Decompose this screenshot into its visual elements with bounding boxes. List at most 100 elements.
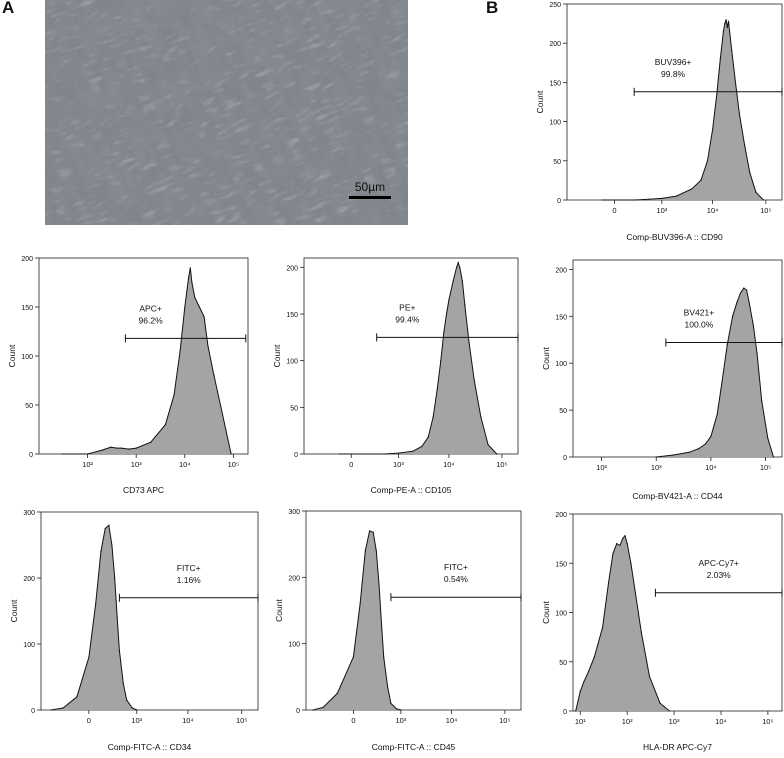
histogram-point xyxy=(727,20,730,22)
histogram-cd34: 0 100 200 300 0 10³ 10⁴ 10⁵ FITC+ 1.16% Count Comp-… xyxy=(9,510,259,752)
y-tick-label: 0 xyxy=(563,455,567,462)
histogram-point xyxy=(126,699,128,701)
histogram-point xyxy=(88,656,90,658)
histogram-point xyxy=(698,448,700,450)
histogram-point xyxy=(593,656,595,658)
x-axis-label: Comp-BUV396-A :: CD90 xyxy=(626,232,723,242)
histogram-point xyxy=(705,443,707,445)
histogram-point xyxy=(61,453,63,455)
histogram-fill xyxy=(656,288,774,457)
histogram-point xyxy=(721,381,723,383)
y-tick-label: 150 xyxy=(555,561,567,568)
y-tick-label: 200 xyxy=(555,267,567,274)
histogram-point xyxy=(712,128,714,130)
y-tick-label: 100 xyxy=(555,611,567,618)
histogram-point xyxy=(602,626,604,628)
histogram-point xyxy=(710,435,712,437)
x-tick-label: 10³ xyxy=(651,463,662,472)
y-tick-label: 200 xyxy=(549,41,561,48)
histogram-point xyxy=(724,23,726,25)
histogram-point xyxy=(487,444,489,446)
histogram-point xyxy=(372,531,374,533)
y-tick-label: 150 xyxy=(286,312,298,319)
histogram-point xyxy=(114,577,116,579)
histogram-point xyxy=(369,530,371,532)
y-tick-label: 200 xyxy=(23,576,35,583)
x-tick-label: 0 xyxy=(349,460,353,469)
histogram-point xyxy=(587,671,590,673)
histogram-point xyxy=(380,623,383,625)
histogram-cd73: 0 50 100 150 200 10² 10³ 10⁴ 10⁵ APC+ 96.2% Count CD… xyxy=(7,256,249,495)
x-axis-label: Comp-PE-A :: CD105 xyxy=(371,485,452,495)
histogram-point xyxy=(668,710,671,712)
histogram-point xyxy=(634,592,636,594)
histogram-point xyxy=(716,414,718,416)
histogram-point xyxy=(116,447,118,449)
histogram-point xyxy=(135,447,137,449)
x-tick-label: 10³ xyxy=(656,206,667,215)
histogram-point xyxy=(203,316,205,318)
y-tick-label: 200 xyxy=(286,265,298,272)
histogram-point xyxy=(189,267,191,269)
x-tick-label: 10⁵ xyxy=(496,460,507,469)
histogram-point xyxy=(452,280,454,282)
gate-percent: 0.54% xyxy=(444,574,469,584)
x-tick-label: 10⁵ xyxy=(760,463,771,472)
scale-bar xyxy=(349,196,391,199)
histogram-point xyxy=(688,451,690,453)
gate-percent: 96.2% xyxy=(139,315,164,325)
histogram-fill xyxy=(575,535,670,711)
histogram-point xyxy=(50,709,52,711)
y-tick-label: 200 xyxy=(288,575,300,582)
histogram-point xyxy=(164,424,166,426)
histogram-point xyxy=(207,345,209,347)
plot-frame xyxy=(305,510,522,711)
histogram-point xyxy=(230,453,232,455)
histogram-point xyxy=(397,452,399,454)
histogram-point xyxy=(364,550,366,552)
histogram-point xyxy=(619,544,621,547)
histogram-point xyxy=(744,144,746,146)
histogram-point xyxy=(738,113,740,115)
histogram-point xyxy=(222,414,224,416)
histogram-point xyxy=(378,583,380,585)
histogram-point xyxy=(756,353,758,355)
y-axis-label: Count xyxy=(272,344,282,367)
y-tick-label: 0 xyxy=(294,452,298,459)
gate-percent: 99.8% xyxy=(661,69,686,79)
histogram-point xyxy=(116,617,118,619)
histogram-point xyxy=(95,603,97,605)
plot-frame xyxy=(40,511,259,711)
y-tick-label: 200 xyxy=(21,256,33,263)
y-tick-label: 150 xyxy=(549,80,561,87)
histogram-point xyxy=(655,456,657,458)
histogram-point xyxy=(732,315,734,317)
histogram-point xyxy=(706,160,709,162)
histogram-point xyxy=(746,289,748,291)
histogram-point xyxy=(62,707,64,709)
panel-b-label: B xyxy=(486,0,499,17)
y-axis-label: Count xyxy=(274,599,284,622)
y-axis-label: Count xyxy=(541,347,551,370)
histogram-point xyxy=(338,453,340,455)
histogram-point xyxy=(726,26,728,29)
histogram-point xyxy=(445,313,448,315)
gate-name: BV421+ xyxy=(684,308,715,318)
histogram-point xyxy=(743,287,745,289)
histogram-cd105: 0 50 100 150 200 0 10³ 10⁴ 10⁵ PE+ 99.4% Count Comp-… xyxy=(272,257,519,495)
gate-percent: 1.16% xyxy=(177,575,202,585)
histogram-point xyxy=(440,360,442,362)
histogram-point xyxy=(191,281,193,284)
x-tick-label: 10⁵ xyxy=(236,716,247,725)
gate-name: PE+ xyxy=(399,302,415,312)
y-tick-label: 100 xyxy=(555,361,567,368)
x-tick-label: 10⁴ xyxy=(715,717,727,726)
histogram-point xyxy=(118,650,120,652)
y-tick-label: 100 xyxy=(21,354,33,361)
histogram-point xyxy=(675,195,677,197)
x-tick-label: 10¹ xyxy=(575,717,586,726)
histogram-point xyxy=(359,603,361,605)
histogram-point xyxy=(640,631,642,633)
histogram-point xyxy=(421,445,423,448)
histogram-point xyxy=(383,656,385,658)
